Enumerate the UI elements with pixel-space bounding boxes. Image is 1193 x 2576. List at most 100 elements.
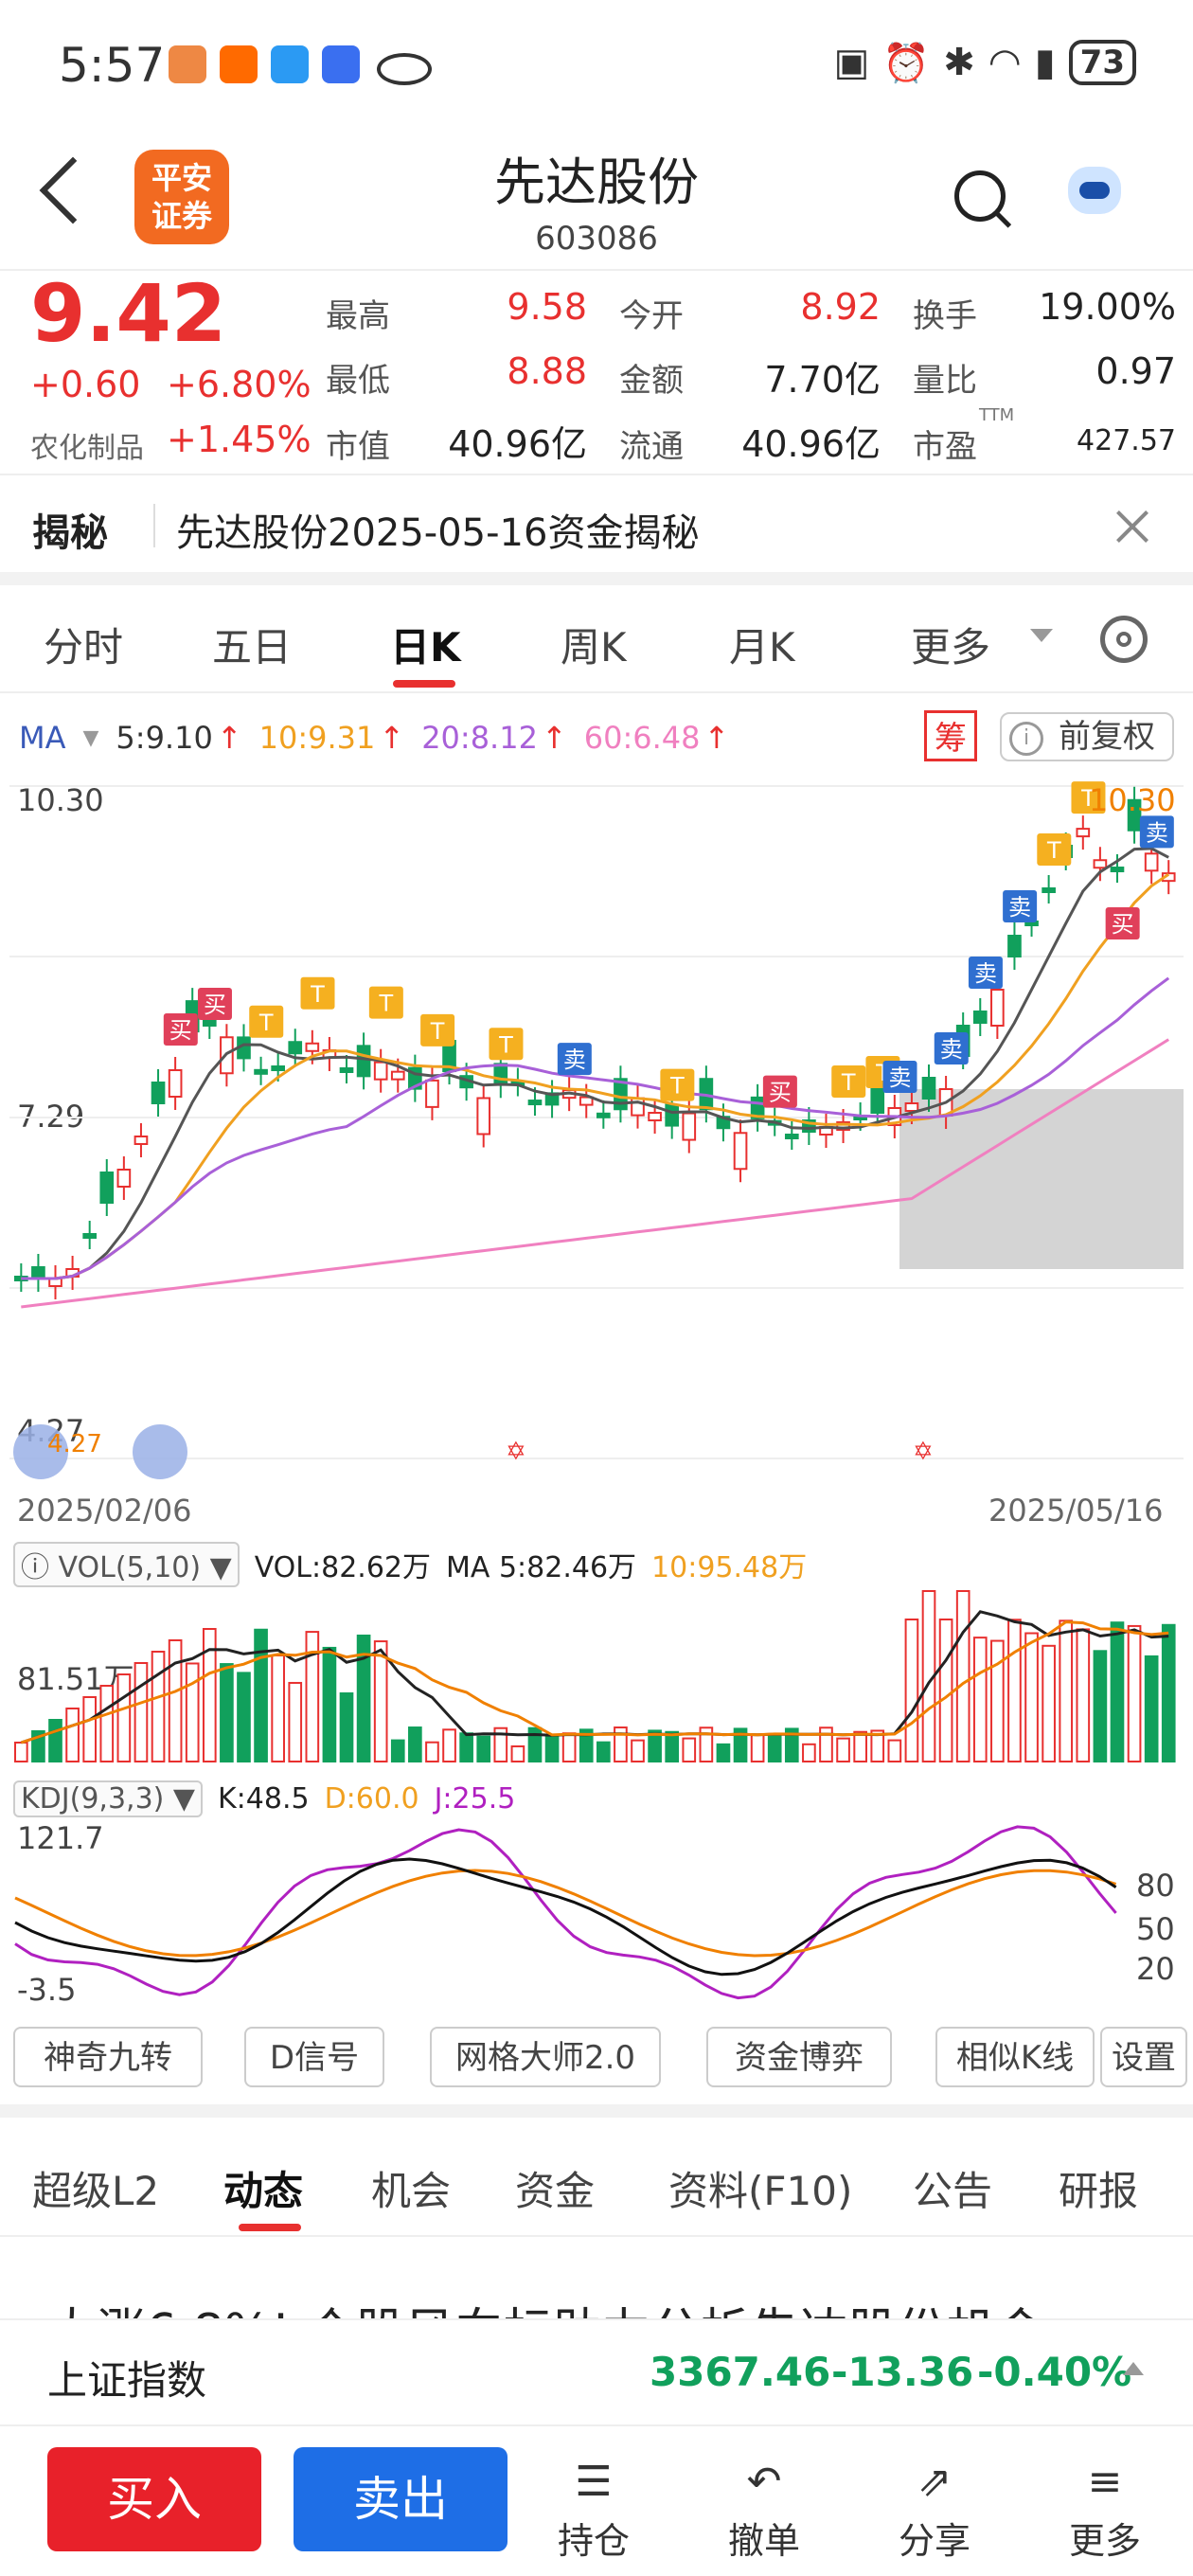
tab-announcements[interactable]: 公告 [913, 2168, 993, 2214]
volume-axis-label: 81.51万 [17, 1661, 134, 1697]
buy-signal-tag[interactable]: 买 [163, 1013, 198, 1046]
buy-signal-tag[interactable]: 买 [197, 988, 232, 1021]
sell-button[interactable]: 卖出 [294, 2447, 507, 2551]
tab-five-day[interactable]: 五日 [212, 624, 293, 671]
t-signal-tag[interactable]: T [300, 976, 335, 1010]
fullscreen-icon[interactable] [133, 1424, 187, 1479]
event-marker-icon-2[interactable]: ✡ [913, 1438, 934, 1466]
share-icon: ⇗ [917, 2458, 953, 2506]
banner-link[interactable]: 先达股份2025-05-16资金揭秘 [176, 511, 700, 555]
kdj-chart[interactable] [9, 1818, 1136, 2008]
t-signal-tag[interactable]: T [249, 1005, 284, 1038]
ma-legend[interactable]: MA ▼ 5:9.10 ↑ 10:9.31 ↑ 20:8.12 ↑ 60:6.48 ↑ [19, 720, 729, 756]
volume-ma10: 10:95.48万 [651, 1551, 808, 1584]
tab-monthly-k[interactable]: 月K [729, 624, 795, 671]
sell-signal-tag[interactable]: 卖 [968, 957, 1003, 989]
event-marker-icon[interactable]: ✡ [506, 1438, 526, 1466]
tab-weekly-k[interactable]: 周K [561, 624, 627, 671]
volume-bar [322, 1646, 337, 1762]
robot-assistant-icon[interactable] [1068, 167, 1121, 214]
tool-grid-master[interactable]: 网格大师2.0 [430, 2027, 661, 2087]
volume-chart[interactable] [9, 1582, 1184, 1771]
bluetooth-icon: ✱ [943, 41, 975, 84]
tool-settings[interactable]: 设置 [1100, 2027, 1187, 2087]
tab-news[interactable]: 动态 [223, 2168, 304, 2214]
tab-super-l2[interactable]: 超级L2 [32, 2168, 160, 2214]
sell-signal-tag[interactable]: 卖 [882, 1061, 917, 1093]
nav-more[interactable]: ≡ 更多 [1053, 2453, 1157, 2564]
kdj-level-20: 20 [1136, 1951, 1175, 1987]
tab-f10[interactable]: 资料(F10) [668, 2168, 853, 2214]
index-bar[interactable] [0, 2318, 1193, 2426]
chip-distribution-button[interactable]: 筹 [924, 710, 977, 761]
sector-name[interactable]: 农化制品 [30, 432, 144, 465]
adjust-mode-button[interactable]: 前复权 [1000, 712, 1174, 761]
kdj-axis-top: 121.7 [17, 1820, 104, 1856]
more-dropdown-icon[interactable] [1030, 629, 1053, 642]
t-signal-tag[interactable]: T [831, 1065, 866, 1098]
tool-magic-nine[interactable]: 神奇九转 [13, 2027, 203, 2087]
volume-bar [1093, 1650, 1108, 1762]
volume-indicator-tag[interactable]: ⓘ VOL(5,10) ▼ [13, 1542, 240, 1587]
search-icon[interactable] [954, 170, 1006, 222]
tab-intraday[interactable]: 分时 [44, 624, 124, 671]
nav-share[interactable]: ⇗ 分享 [882, 2453, 987, 2564]
t-signal-tag[interactable]: T [1071, 781, 1106, 814]
t-signal-tag[interactable]: T [1037, 833, 1072, 866]
tool-similar-k[interactable]: 相似K线 [935, 2027, 1095, 2087]
close-icon[interactable] [1113, 508, 1151, 546]
buy-button[interactable]: 买入 [47, 2447, 261, 2551]
tab-daily-k[interactable]: 日K [390, 624, 461, 671]
status-icons: ▣ ⏰ ✱ ◠ ▮ 73 [834, 40, 1136, 85]
turnover-label: 换手 [913, 297, 977, 335]
sell-signal-tag[interactable]: 卖 [1003, 890, 1038, 922]
t-signal-tag[interactable]: T [489, 1028, 524, 1061]
tool-d-signal[interactable]: D信号 [244, 2027, 384, 2087]
svg-text:卖: 卖 [974, 960, 997, 987]
buy-signal-tag[interactable]: 买 [1105, 907, 1140, 940]
volume-bar [561, 1732, 577, 1762]
tab-funds[interactable]: 资金 [515, 2168, 596, 2214]
expand-up-icon[interactable] [1123, 2362, 1144, 2375]
tab-opportunity[interactable]: 机会 [371, 2168, 452, 2214]
kdj-legend[interactable]: KDJ(9,3,3) ▼ K:48.5 D:60.0 J:25.5 [13, 1780, 515, 1817]
tab-more[interactable]: 更多 [911, 624, 991, 671]
volume-bar [1144, 1655, 1159, 1762]
ma20-value: 20:8.12 [421, 720, 538, 756]
t-signal-tag[interactable]: T [660, 1068, 695, 1101]
tab-research[interactable]: 研报 [1059, 2168, 1139, 2214]
sell-signal-tag[interactable]: 卖 [557, 1043, 592, 1076]
candle-body [648, 1112, 662, 1122]
candle-body [682, 1112, 697, 1141]
ma10-up-arrow-icon: ↑ [379, 720, 405, 756]
index-name: 上证指数 [47, 2357, 207, 2404]
kdj-level-80: 80 [1136, 1868, 1175, 1904]
nav-positions[interactable]: ☰ 持仓 [542, 2453, 646, 2564]
kdj-j-line [14, 1825, 1117, 2000]
kdj-indicator-tag[interactable]: KDJ(9,3,3) ▼ [13, 1780, 203, 1817]
t-signal-tag[interactable]: T [420, 1013, 455, 1046]
open-label: 今开 [619, 297, 684, 335]
buy-signal-tag[interactable]: 买 [762, 1075, 797, 1108]
tool-fund-game[interactable]: 资金博弈 [706, 2027, 892, 2087]
pe-ttm-mark: TTM [979, 405, 1015, 425]
zoom-out-icon[interactable] [13, 1424, 68, 1479]
ma10-value: 10:9.31 [258, 720, 376, 756]
pe-value: 427.57 [1077, 424, 1176, 457]
volume-legend[interactable]: ⓘ VOL(5,10) ▼ VOL:82.62万 MA 5:82.46万 10:… [13, 1542, 807, 1587]
t-signal-tag[interactable]: T [368, 986, 403, 1019]
nav-cancel-order[interactable]: ↶ 撤单 [712, 2453, 816, 2564]
settings-gear-icon[interactable] [1100, 616, 1148, 663]
volume-bar [288, 1681, 303, 1762]
ma10-line [21, 872, 1170, 1280]
cap-value: 40.96亿 [448, 423, 587, 465]
sell-signal-tag[interactable]: 卖 [934, 1032, 969, 1064]
volume-bar [99, 1685, 115, 1762]
ma-dropdown-icon[interactable]: ▼ [82, 725, 99, 750]
sell-signal-tag[interactable]: 卖 [1139, 815, 1174, 849]
bottom-divider [0, 2424, 1193, 2426]
volume-bar [168, 1639, 183, 1762]
candle-body [1093, 859, 1108, 869]
